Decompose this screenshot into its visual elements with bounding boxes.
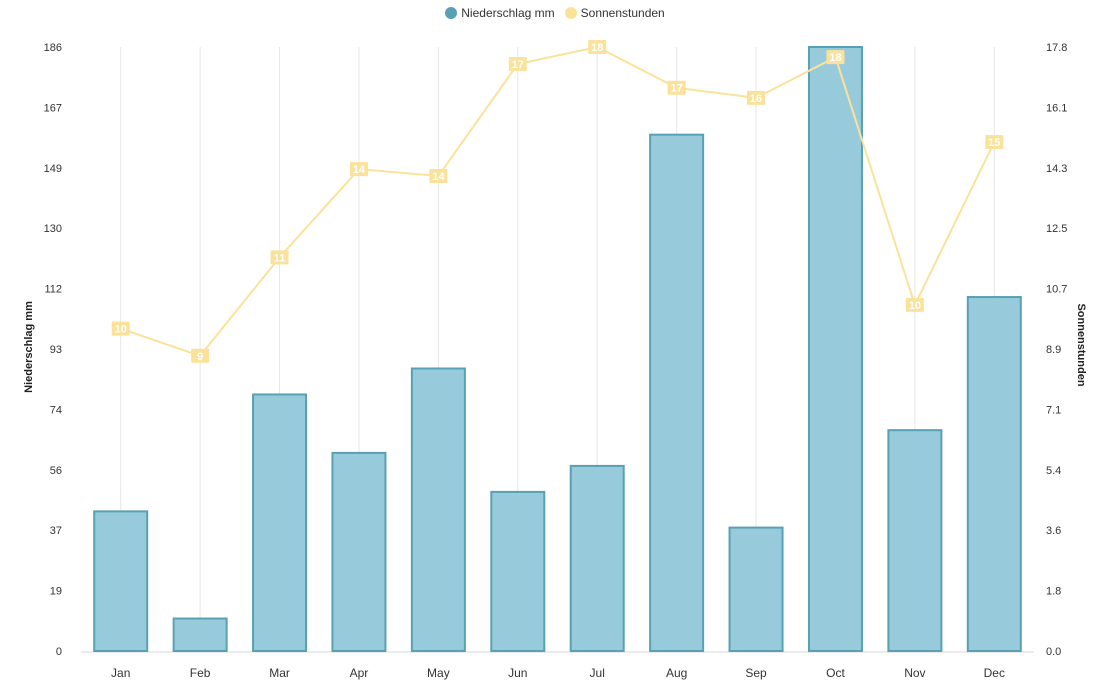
legend-label-sonnenstunden: Sonnenstunden bbox=[580, 6, 665, 20]
data-label: 14 bbox=[353, 164, 366, 176]
data-label: 15 bbox=[988, 137, 1000, 149]
data-label: 10 bbox=[909, 300, 921, 312]
data-label-box bbox=[508, 56, 527, 71]
y-tick-label-left: 130 bbox=[44, 223, 62, 235]
data-label-box bbox=[905, 297, 924, 312]
y-tick-label-left: 56 bbox=[50, 465, 62, 477]
data-label: 18 bbox=[591, 42, 603, 54]
line-point: 18 bbox=[826, 50, 845, 65]
data-label: 11 bbox=[274, 252, 286, 264]
y-tick-label-right: 14.3 bbox=[1046, 163, 1067, 175]
y-tick-label-left: 37 bbox=[50, 525, 62, 537]
data-label-box bbox=[588, 40, 607, 54]
line-point: 11 bbox=[270, 250, 289, 265]
data-label-box bbox=[349, 162, 368, 177]
legend-swatch-sonnenstunden bbox=[564, 7, 577, 19]
data-label: 14 bbox=[432, 171, 445, 183]
legend-swatch-niederschlag bbox=[445, 7, 458, 19]
y-tick-label-left: 167 bbox=[44, 102, 62, 114]
y-tick-label-left: 186 bbox=[44, 42, 62, 54]
bar[interactable] bbox=[649, 133, 705, 652]
x-tick-label: Feb bbox=[190, 666, 211, 680]
bar[interactable] bbox=[331, 451, 387, 652]
x-tick-label: Jul bbox=[590, 666, 605, 680]
bar[interactable] bbox=[728, 526, 784, 653]
y-tick-label-right: 5.4 bbox=[1046, 465, 1061, 477]
bar[interactable] bbox=[490, 490, 546, 652]
bar[interactable] bbox=[410, 367, 466, 652]
bar[interactable] bbox=[569, 464, 625, 652]
data-label: 9 bbox=[197, 351, 203, 363]
data-label: 18 bbox=[829, 52, 841, 64]
data-label: 10 bbox=[115, 324, 127, 336]
y-tick-label-left: 149 bbox=[44, 163, 62, 175]
data-label: 17 bbox=[671, 83, 683, 95]
line-point: 17 bbox=[508, 56, 527, 71]
x-tick-label: Oct bbox=[826, 666, 845, 680]
series-line-sonnenstunden bbox=[120, 45, 996, 357]
bar[interactable] bbox=[887, 429, 943, 652]
x-tick-label: Mar bbox=[269, 666, 290, 680]
line-point: 10 bbox=[905, 297, 924, 312]
y-tick-label-left: 93 bbox=[50, 344, 62, 356]
y-tick-label-right: 8.9 bbox=[1046, 344, 1061, 356]
line-point: 15 bbox=[985, 135, 1004, 150]
x-tick-label: Jan bbox=[111, 666, 130, 680]
x-tick-label: May bbox=[427, 666, 450, 680]
x-tick-label: Apr bbox=[350, 666, 369, 680]
x-tick-label: Dec bbox=[984, 666, 1005, 680]
data-label-box bbox=[667, 80, 686, 95]
data-label: 16 bbox=[750, 93, 762, 105]
x-tick-label: Sep bbox=[745, 666, 767, 680]
line-point: 16 bbox=[747, 90, 766, 105]
y-tick-label-right: 12.5 bbox=[1046, 223, 1067, 235]
x-tick-label: Jun bbox=[508, 666, 527, 680]
y-tick-label-right: 10.7 bbox=[1046, 284, 1067, 296]
bar[interactable] bbox=[807, 46, 863, 652]
bar[interactable] bbox=[172, 617, 228, 652]
y-tick-label-right: 0.0 bbox=[1046, 646, 1061, 658]
legend: Niederschlag mm Sonnenstunden bbox=[0, 5, 1110, 21]
y-tick-label-left: 74 bbox=[50, 404, 62, 416]
data-label-box bbox=[111, 321, 130, 336]
data-label-box bbox=[191, 348, 210, 363]
legend-item-niederschlag[interactable]: Niederschlag mm bbox=[445, 6, 555, 20]
line-point: 17 bbox=[667, 80, 686, 95]
line-point: 14 bbox=[349, 162, 368, 177]
x-tick-label: Nov bbox=[904, 666, 925, 680]
y-tick-label-right: 1.8 bbox=[1046, 586, 1061, 598]
bar[interactable] bbox=[966, 296, 1022, 652]
legend-label-niederschlag: Niederschlag mm bbox=[461, 6, 555, 20]
y-tick-label-left: 19 bbox=[50, 586, 62, 598]
line-point: 14 bbox=[429, 168, 448, 183]
line-point: 18 bbox=[588, 40, 607, 54]
bar[interactable] bbox=[93, 510, 149, 653]
data-label-box bbox=[826, 50, 845, 65]
line-point: 10 bbox=[111, 321, 130, 336]
legend-item-sonnenstunden[interactable]: Sonnenstunden bbox=[564, 6, 665, 20]
line-point: 9 bbox=[191, 348, 210, 363]
y-tick-label-right: 17.8 bbox=[1046, 42, 1067, 54]
y-tick-label-left: 112 bbox=[44, 284, 62, 296]
y-tick-label-right: 3.6 bbox=[1046, 525, 1061, 537]
bar[interactable] bbox=[252, 393, 308, 652]
y-tick-label-right: 7.1 bbox=[1046, 404, 1061, 416]
x-tick-label: Aug bbox=[666, 666, 687, 680]
y-tick-label-right: 16.1 bbox=[1046, 102, 1067, 114]
data-label-box bbox=[747, 90, 766, 105]
data-label-box bbox=[270, 250, 289, 265]
y-tick-label-left: 0 bbox=[56, 646, 62, 658]
data-label-box bbox=[429, 168, 448, 183]
data-label-box bbox=[985, 135, 1004, 150]
data-label: 17 bbox=[512, 59, 524, 71]
